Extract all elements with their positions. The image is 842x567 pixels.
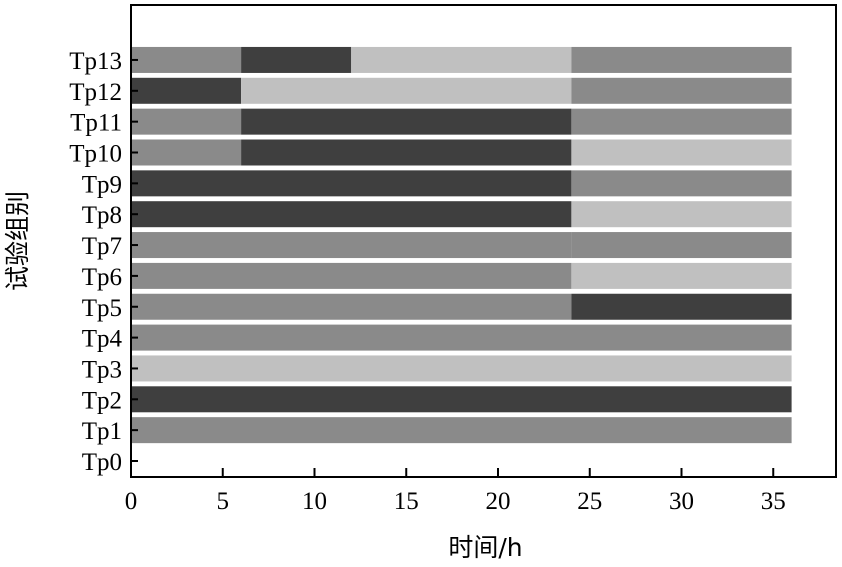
- y-tick-label-tp9: Tp9: [82, 171, 122, 198]
- y-tick-label-tp13: Tp13: [69, 48, 122, 75]
- x-tick-label: 30: [669, 488, 694, 515]
- bar-segment-tp13-3: [571, 46, 792, 73]
- bar-segments: [131, 46, 792, 444]
- plot-frame: [130, 4, 837, 478]
- bar-segment-tp11-1: [241, 108, 572, 135]
- y-tick-label-tp7: Tp7: [82, 233, 122, 260]
- bar-segment-tp5-1: [571, 293, 792, 320]
- bar-segment-tp12-1: [241, 77, 572, 104]
- x-tick-label: 5: [217, 488, 230, 515]
- bar-segment-tp13-2: [351, 46, 572, 73]
- y-tick-label-tp2: Tp2: [82, 387, 122, 414]
- y-axis-title: 试验组别: [3, 191, 32, 291]
- bar-segment-tp6-0: [131, 262, 572, 289]
- bar-segment-tp1-0: [131, 417, 792, 444]
- bar-segment-tp7-0: [131, 232, 572, 259]
- y-tick-label-tp6: Tp6: [82, 264, 122, 291]
- x-tick-label: 25: [577, 488, 602, 515]
- y-tick-label-tp0: Tp0: [82, 449, 122, 476]
- bar-segment-tp10-1: [241, 139, 572, 166]
- bar-segment-tp4-0: [131, 324, 792, 351]
- bar-segment-tp8-0: [131, 201, 572, 228]
- y-tick-label-tp3: Tp3: [82, 356, 122, 383]
- y-tick-label-tp10: Tp10: [69, 141, 122, 168]
- x-tick-label: 15: [394, 488, 419, 515]
- bar-segment-tp6-1: [571, 262, 792, 289]
- y-tick-label-tp5: Tp5: [82, 295, 122, 322]
- bar-segment-tp8-1: [571, 201, 792, 228]
- bar-segment-tp9-0: [131, 170, 572, 197]
- y-tick-label-tp8: Tp8: [82, 202, 122, 229]
- y-tick-label-tp11: Tp11: [70, 110, 122, 137]
- x-axis-ticks: 0 5 10 15 20 25 30 35: [125, 468, 786, 515]
- y-axis-ticks: Tp0 Tp1 Tp2 Tp3 Tp4 Tp5 Tp6 Tp7 Tp8 Tp9 Tp10 Tp11 Tp…: [69, 48, 138, 476]
- x-tick-label: 10: [302, 488, 327, 515]
- bar-segment-tp10-0: [131, 139, 242, 166]
- bar-segment-tp13-0: [131, 46, 242, 73]
- y-tick-label-tp4: Tp4: [82, 326, 123, 353]
- bar-segment-tp7-1: [571, 232, 792, 259]
- bar-segment-tp2-0: [131, 386, 792, 413]
- y-tick-label-tp1: Tp1: [82, 418, 122, 445]
- y-tick-label-tp12: Tp12: [69, 79, 122, 106]
- bar-segment-tp12-0: [131, 77, 242, 104]
- bar-segment-tp9-1: [571, 170, 792, 197]
- bar-segment-tp10-2: [571, 139, 792, 166]
- bar-segment-tp11-0: [131, 108, 242, 135]
- x-tick-label: 20: [486, 488, 511, 515]
- bar-segment-tp11-2: [571, 108, 792, 135]
- x-tick-label: 0: [125, 488, 138, 515]
- bar-segment-tp13-1: [241, 46, 352, 73]
- x-axis-title: 时间/h: [448, 533, 522, 562]
- bar-segment-tp12-2: [571, 77, 792, 104]
- bar-segment-tp3-0: [131, 355, 792, 382]
- bar-segment-tp5-0: [131, 293, 572, 320]
- x-tick-label: 35: [761, 488, 786, 515]
